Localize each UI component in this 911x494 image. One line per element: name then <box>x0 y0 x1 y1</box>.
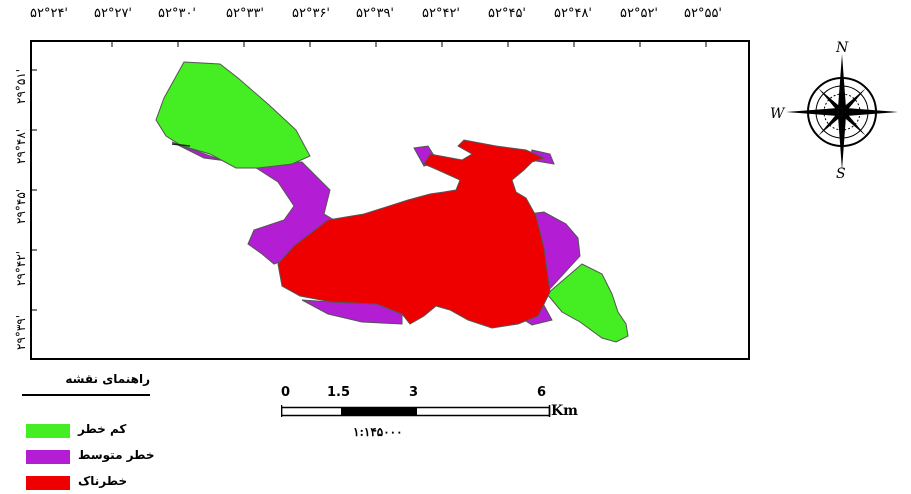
compass-south-label: S <box>836 166 846 180</box>
scale-tick-label: 1.5 <box>327 385 351 400</box>
legend-swatch-high <box>26 476 70 490</box>
legend-item-low: کم خطر <box>26 422 196 442</box>
scale-tick-label: 6 <box>537 385 547 400</box>
scale-unit: Km <box>551 403 578 419</box>
latitude-tick: ۲۹°۴۲' <box>14 250 28 286</box>
scale-ratio: ۱:۱۴۵۰۰۰ <box>353 425 403 439</box>
compass-icon: N S W <box>770 40 898 182</box>
scale-tick-label: 0 <box>281 385 291 400</box>
longitude-tick: ۵۲°۳۹' <box>356 6 395 21</box>
legend-swatch-medium <box>26 450 70 464</box>
compass-rose: N S W <box>770 40 910 182</box>
zone-low-northwest <box>155 61 311 169</box>
map-legend: راهنمای نقشه کم خطر خطر متوسط خطرناک <box>0 370 200 494</box>
scale-tick-label: 3 <box>409 385 419 400</box>
longitude-tick: ۵۲°۵۲' <box>620 6 659 21</box>
legend-swatch-low <box>26 424 70 438</box>
longitude-tick: ۵۲°۴۲' <box>422 6 461 21</box>
latitude-axis: ۲۹°۵۱' ۲۹°۴۸' ۲۹°۴۵' ۲۹°۴۲' ۲۹°۳۹' <box>0 40 30 360</box>
zone-high-central <box>277 139 551 329</box>
scale-bar-graphic <box>281 405 551 417</box>
latitude-tick: ۲۹°۴۸' <box>14 128 28 164</box>
hazard-map <box>32 42 707 343</box>
compass-west-label: W <box>770 106 786 122</box>
longitude-tick: ۵۲°۲۷' <box>94 6 133 21</box>
latitude-tick: ۲۹°۵۱' <box>14 68 28 104</box>
longitude-tick: ۵۲°۵۵' <box>684 6 723 21</box>
longitude-tick: ۵۲°۴۸' <box>554 6 593 21</box>
longitude-tick: ۵۲°۲۴' <box>30 6 69 21</box>
legend-label-medium: خطر متوسط <box>78 448 155 462</box>
longitude-tick: ۵۲°۳۰' <box>158 6 197 21</box>
zone-boundary-line <box>171 143 191 147</box>
legend-label-low: کم خطر <box>78 422 127 436</box>
legend-title: راهنمای نقشه <box>65 372 150 386</box>
legend-item-high: خطرناک <box>26 474 196 494</box>
legend-item-medium: خطر متوسط <box>26 448 196 468</box>
map-frame <box>30 40 750 360</box>
zone-low-east <box>546 263 629 343</box>
legend-label-high: خطرناک <box>78 474 128 488</box>
latitude-tick: ۲۹°۴۵' <box>14 188 28 224</box>
longitude-tick: ۵۲°۳۳' <box>226 6 265 21</box>
compass-north-label: N <box>835 40 849 56</box>
latitude-tick: ۲۹°۳۹' <box>14 314 28 350</box>
longitude-axis: ۵۲°۲۴' ۵۲°۲۷' ۵۲°۳۰' ۵۲°۳۳' ۵۲°۳۶' ۵۲°۳۹… <box>30 2 750 28</box>
zone-medium-west <box>171 141 335 265</box>
longitude-tick: ۵۲°۳۶' <box>292 6 331 21</box>
longitude-tick: ۵۲°۴۵' <box>488 6 527 21</box>
frame-ticks <box>32 42 707 311</box>
scale-bar: 0 1.5 3 6 Km ۱:۱۴۵۰۰۰ <box>275 385 605 445</box>
legend-divider <box>22 394 150 396</box>
